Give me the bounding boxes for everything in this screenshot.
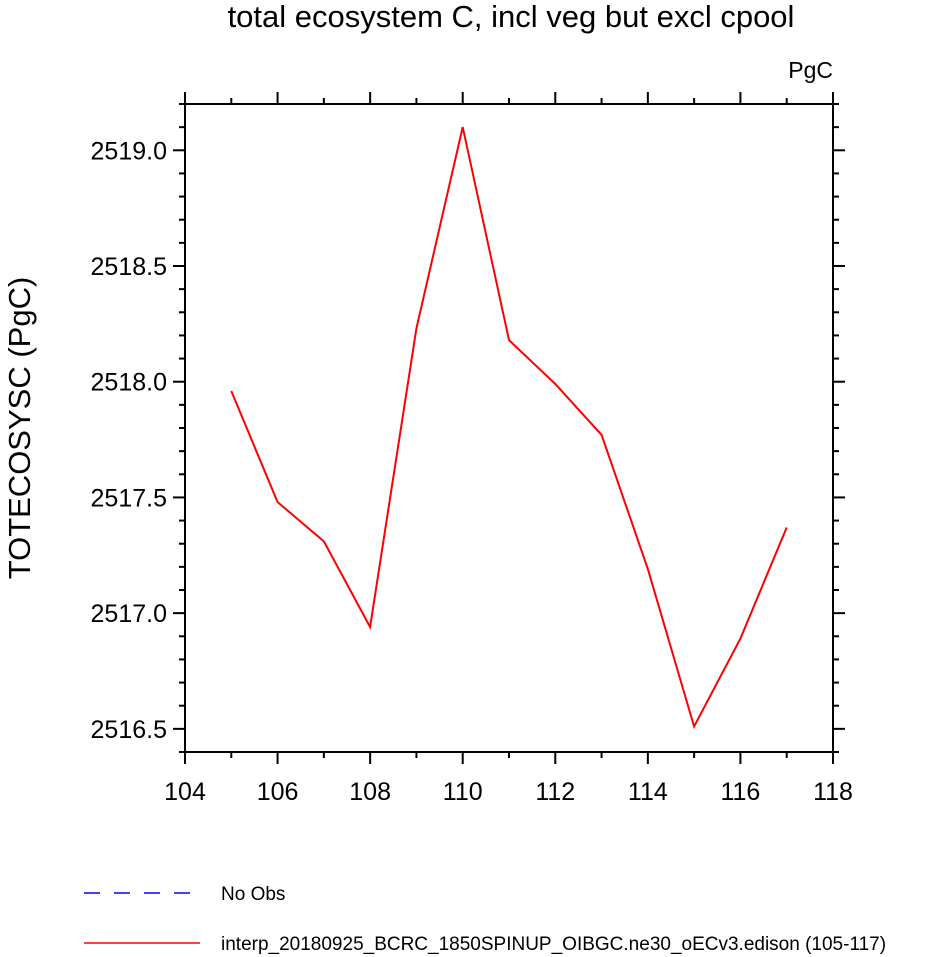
x-tick-label: 108 bbox=[349, 778, 391, 806]
major-ticks bbox=[173, 92, 845, 764]
legend: No Obs interp_20180925_BCRC_1850SPINUP_OI… bbox=[84, 884, 886, 955]
y-tick-labels: 2516.5 2517.0 2517.5 2518.0 2518.5 2519.0 bbox=[91, 137, 167, 744]
y-tick-label: 2517.5 bbox=[91, 484, 167, 512]
units-label: PgC bbox=[788, 57, 833, 83]
y-tick-label: 2518.0 bbox=[91, 369, 167, 397]
plot-frame bbox=[184, 103, 834, 753]
y-axis-label: TOTECOSYSC (PgC) bbox=[2, 277, 37, 580]
y-tick-label: 2518.5 bbox=[91, 253, 167, 281]
x-tick-labels: 104 106 108 110 112 114 116 118 bbox=[164, 778, 853, 806]
y-tick-label: 2519.0 bbox=[91, 137, 167, 165]
x-tick-label: 116 bbox=[720, 778, 760, 806]
legend-label: No Obs bbox=[221, 884, 285, 905]
x-tick-label: 104 bbox=[164, 778, 206, 806]
minor-ticks bbox=[179, 98, 839, 758]
legend-label: interp_20180925_BCRC_1850SPINUP_OIBGC.ne… bbox=[221, 934, 886, 955]
y-tick-label: 2517.0 bbox=[91, 600, 167, 628]
x-tick-label: 106 bbox=[257, 778, 299, 806]
x-tick-label: 118 bbox=[813, 778, 853, 806]
x-tick-label: 110 bbox=[443, 778, 483, 806]
series-group bbox=[230, 126, 788, 730]
chart-title: total ecosystem C, incl veg but excl cpo… bbox=[228, 0, 795, 34]
series-line bbox=[230, 126, 788, 730]
y-tick-label: 2516.5 bbox=[91, 716, 167, 744]
x-tick-label: 112 bbox=[535, 778, 575, 806]
x-tick-label: 114 bbox=[628, 778, 668, 806]
